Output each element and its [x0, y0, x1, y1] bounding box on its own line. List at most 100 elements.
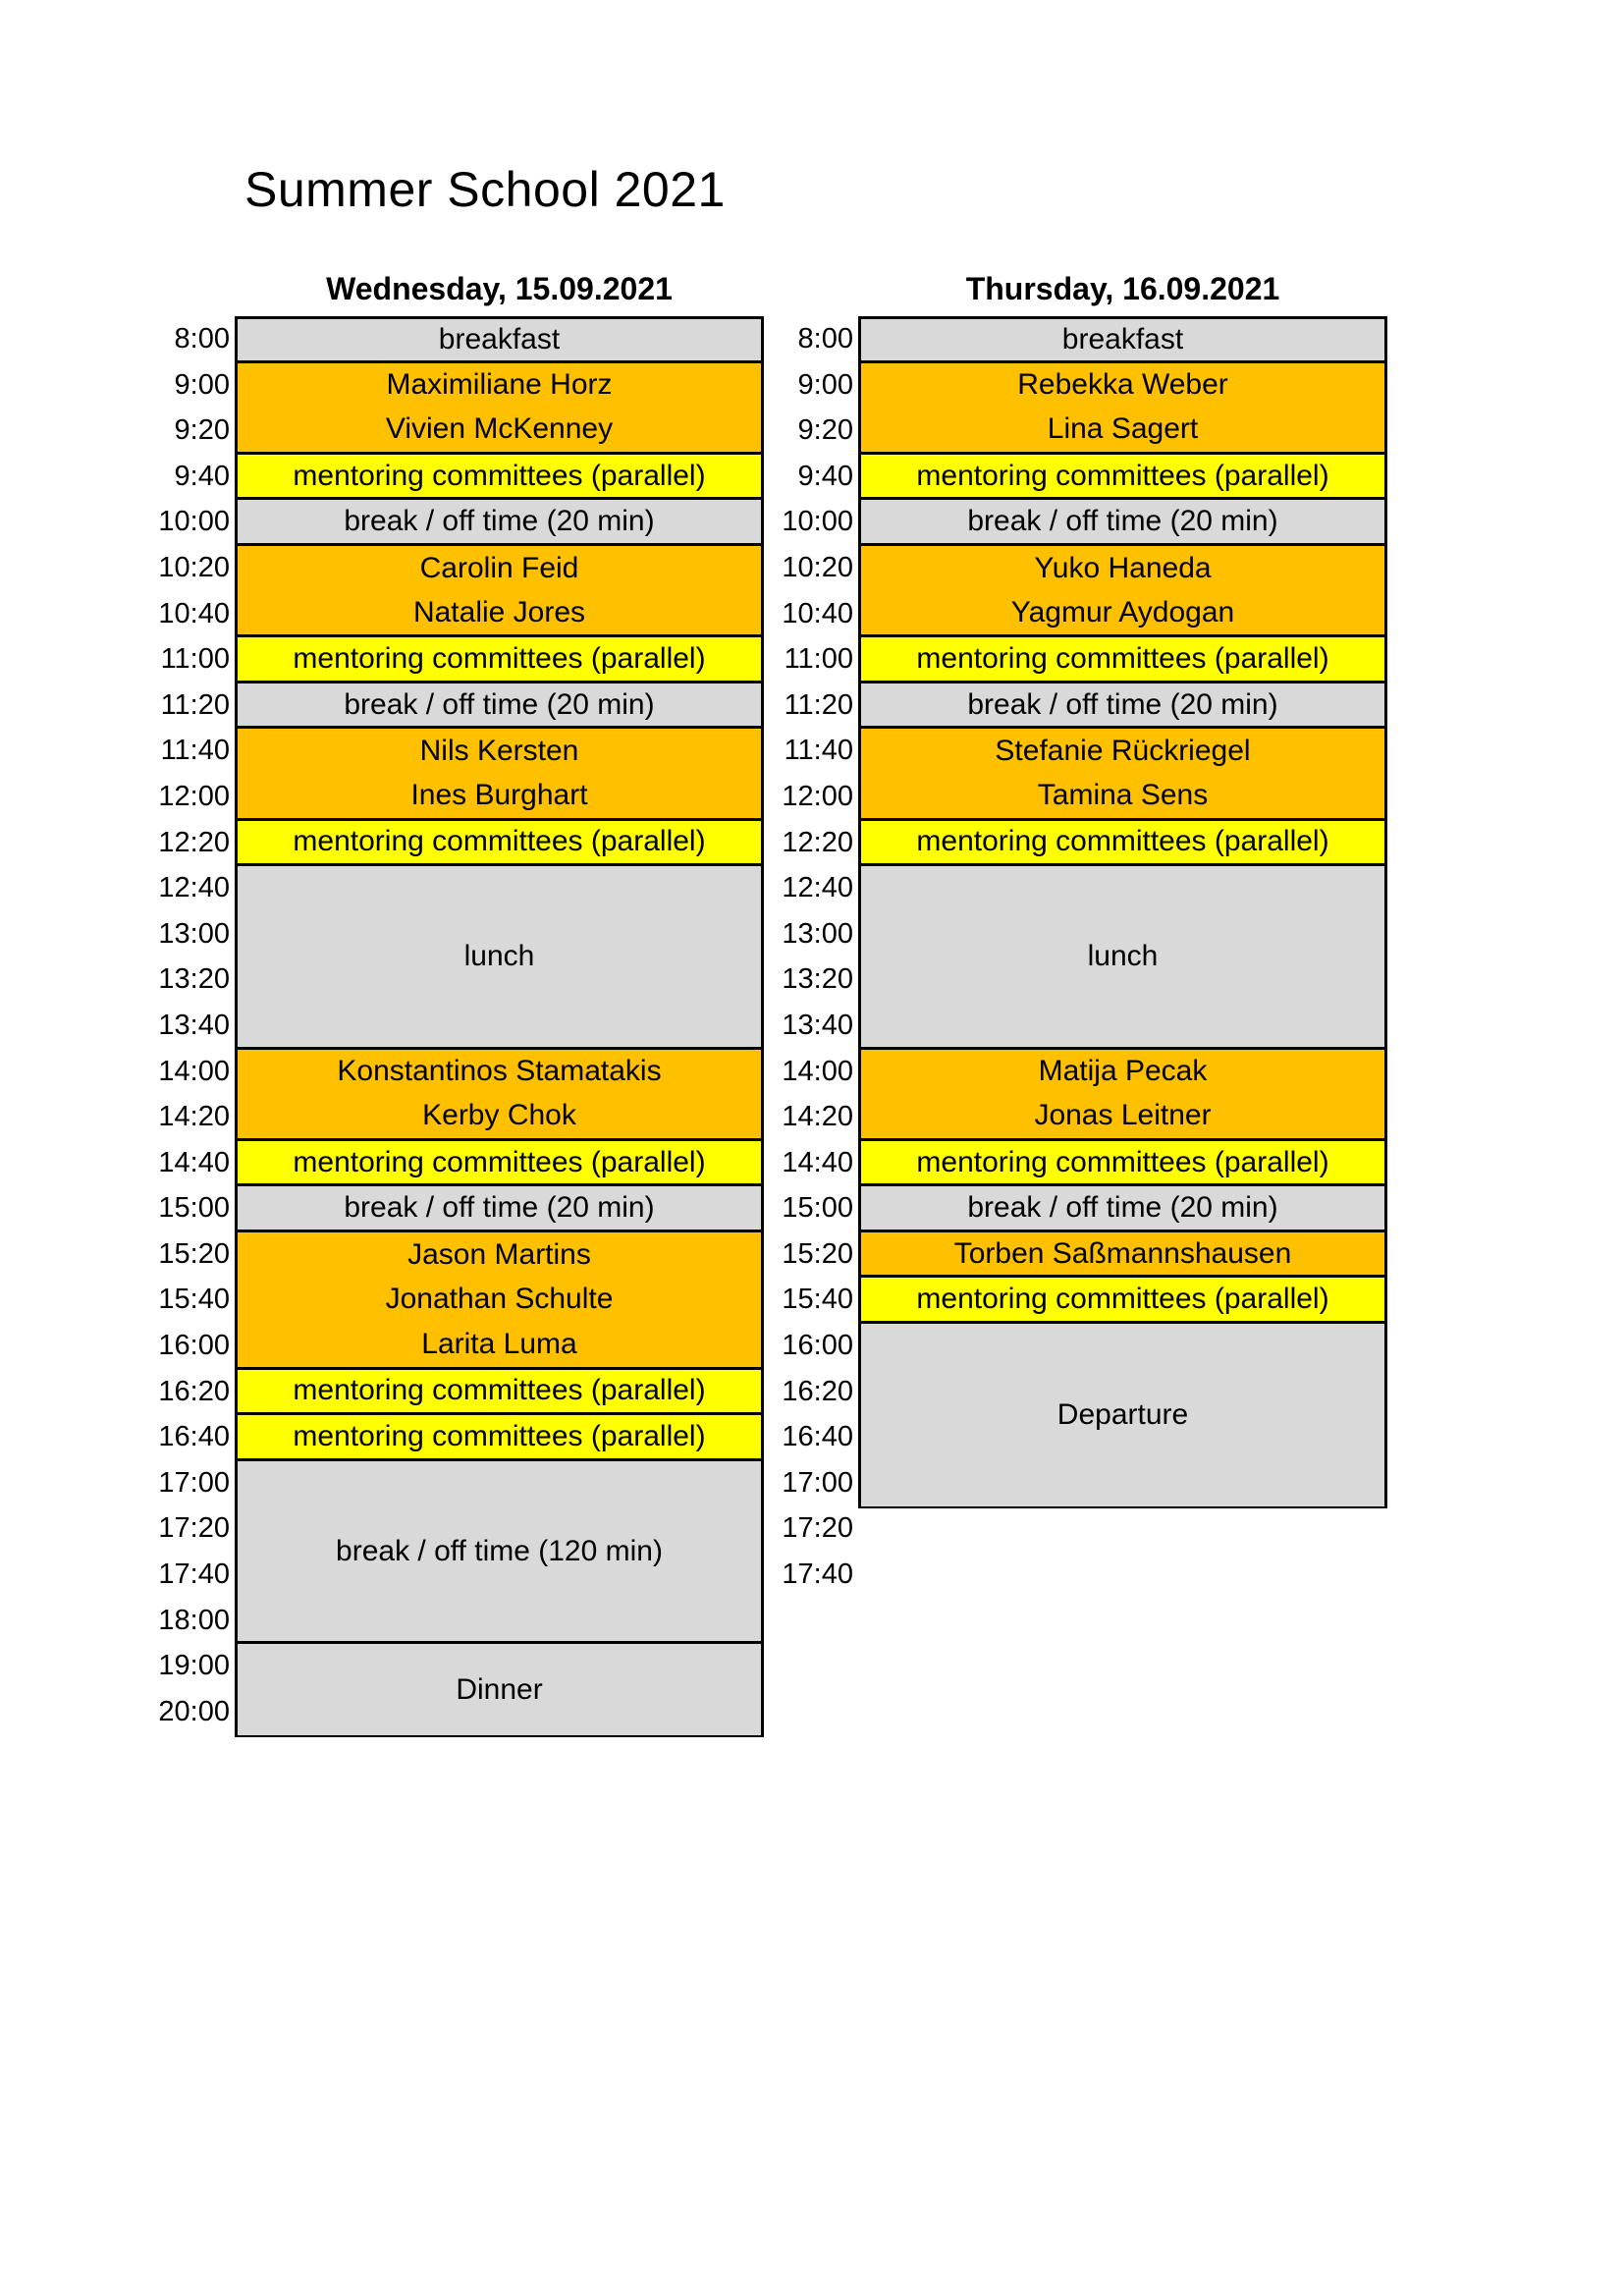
block-label: mentoring committees (parallel) [293, 1374, 706, 1407]
time-label: 17:20 [782, 1512, 853, 1545]
block-label: mentoring committees (parallel) [293, 825, 706, 858]
schedule-block-gray: Dinner [238, 1644, 761, 1736]
time-label: 18:00 [158, 1604, 230, 1636]
time-label: 20:00 [158, 1695, 230, 1727]
schedule-block-gray: break / off time (20 min) [861, 1186, 1384, 1232]
time-label: 10:40 [782, 597, 853, 629]
time-label: 9:20 [797, 414, 853, 447]
time-label: 17:00 [782, 1466, 853, 1499]
block-label: mentoring committees (parallel) [293, 1145, 706, 1178]
schedule-block-gray: lunch [861, 866, 1384, 1050]
schedule-block-gray: break / off time (120 min) [238, 1460, 761, 1645]
block-label: Rebekka Weber [1017, 368, 1228, 402]
schedule-block-orange: Yuko Haneda Yagmur Aydogan [861, 545, 1384, 638]
schedule-block-yellow: mentoring committees (parallel) [238, 1369, 761, 1416]
time-label: 17:00 [158, 1466, 230, 1499]
time-label: 9:00 [174, 368, 230, 401]
page-title: Summer School 2021 [244, 162, 726, 217]
time-label: 16:00 [782, 1330, 853, 1362]
schedule-block-gray: breakfast [238, 319, 761, 363]
schedule-table: breakfast Maximiliane Horz Vivien McKenney… [235, 316, 764, 1737]
block-label: Departure [1056, 1398, 1189, 1432]
schedule-block-orange: Konstantinos Stamatakis Kerby Chok [238, 1049, 761, 1141]
block-label: lunch [463, 939, 535, 972]
block-label: Yagmur Aydogan [1010, 595, 1235, 629]
time-label: 16:40 [158, 1421, 230, 1453]
block-label: mentoring committees (parallel) [293, 1420, 706, 1453]
time-label: 17:40 [158, 1558, 230, 1591]
time-label: 11:00 [784, 643, 853, 676]
block-label: Carolin Feid [419, 551, 579, 584]
time-label: 10:00 [158, 506, 230, 538]
block-label: break / off time (20 min) [344, 505, 655, 538]
schedule-block-yellow: mentoring committees (parallel) [861, 1140, 1384, 1187]
block-label: lunch [1087, 939, 1159, 972]
block-label: break / off time (20 min) [344, 687, 655, 721]
time-label: 11:00 [160, 643, 230, 676]
schedule-block-orange: Nils Kersten Ines Burghart [238, 729, 761, 821]
time-labels: 8:00 9:00 9:20 9:40 10:00 10:20 10:40 11:00 11:2… [735, 316, 853, 1598]
schedule-block-yellow: mentoring committees (parallel) [238, 820, 761, 867]
time-label: 14:00 [158, 1055, 230, 1087]
time-label: 17:20 [158, 1512, 230, 1545]
block-label: Jonas Leitner [1034, 1099, 1212, 1132]
day-title: Wednesday, 15.09.2021 [326, 271, 673, 306]
block-label: break / off time (120 min) [336, 1534, 663, 1567]
schedule-block-orange: Matija Pecak Jonas Leitner [861, 1049, 1384, 1141]
time-label: 9:20 [174, 414, 230, 447]
block-label: Kerby Chok [422, 1099, 576, 1132]
schedule-block-yellow: mentoring committees (parallel) [861, 1278, 1384, 1325]
time-label: 13:40 [158, 1009, 230, 1041]
day-title: Thursday, 16.09.2021 [965, 271, 1280, 306]
block-label: Tamina Sens [1037, 778, 1209, 811]
schedule-block-yellow: mentoring committees (parallel) [238, 454, 761, 501]
schedule-block-gray: Departure [861, 1324, 1384, 1507]
block-label: mentoring committees (parallel) [916, 459, 1329, 492]
time-label: 17:40 [782, 1558, 853, 1591]
time-label: 10:20 [158, 551, 230, 583]
block-label: mentoring committees (parallel) [916, 641, 1329, 675]
time-label: 14:40 [782, 1146, 853, 1178]
schedule-block-yellow: mentoring committees (parallel) [861, 454, 1384, 501]
block-label: Konstantinos Stamatakis [337, 1055, 662, 1088]
schedule-block-gray: break / off time (20 min) [238, 1186, 761, 1232]
schedule-block-yellow: mentoring committees (parallel) [861, 637, 1384, 683]
schedule-block-orange: Stefanie Rückriegel Tamina Sens [861, 729, 1384, 821]
time-label: 12:20 [158, 826, 230, 858]
time-label: 10:40 [158, 597, 230, 629]
schedule-block-gray: lunch [238, 866, 761, 1050]
schedule-block-orange: Rebekka Weber Lina Sagert [861, 362, 1384, 455]
block-label: break / off time (20 min) [967, 505, 1278, 538]
block-label: Torben Saßmannshausen [953, 1236, 1292, 1270]
block-label: Jonathan Schulte [385, 1283, 614, 1316]
schedule-block-gray: break / off time (20 min) [861, 683, 1384, 730]
time-label: 15:20 [782, 1237, 853, 1270]
time-label: 10:00 [782, 506, 853, 538]
time-label: 14:20 [158, 1101, 230, 1133]
block-label: mentoring committees (parallel) [916, 825, 1329, 858]
time-label: 11:40 [784, 735, 853, 767]
schedule-block-yellow: mentoring committees (parallel) [861, 820, 1384, 867]
block-label: Jason Martins [407, 1237, 591, 1271]
block-label: Matija Pecak [1038, 1055, 1208, 1088]
block-label: Vivien McKenney [385, 412, 614, 446]
block-label: Dinner [456, 1672, 543, 1706]
block-label: mentoring committees (parallel) [916, 1145, 1329, 1178]
time-label: 13:00 [158, 917, 230, 950]
time-label: 12:00 [782, 780, 853, 812]
time-label: 12:40 [158, 872, 230, 904]
block-label: Maximiliane Horz [386, 368, 613, 402]
time-label: 11:40 [160, 735, 230, 767]
time-label: 9:00 [797, 368, 853, 401]
block-label: Natalie Jores [412, 595, 586, 629]
schedule-block-gray: break / off time (20 min) [861, 500, 1384, 546]
block-label: Ines Burghart [410, 778, 588, 811]
block-label: breakfast [1061, 322, 1184, 355]
schedule-block-yellow: mentoring committees (parallel) [238, 637, 761, 683]
time-label: 13:00 [782, 917, 853, 950]
block-label: Nils Kersten [419, 734, 579, 767]
schedule-block-yellow: mentoring committees (parallel) [238, 1415, 761, 1461]
time-label: 9:40 [174, 460, 230, 492]
time-label: 15:00 [158, 1192, 230, 1225]
time-label: 12:40 [782, 872, 853, 904]
